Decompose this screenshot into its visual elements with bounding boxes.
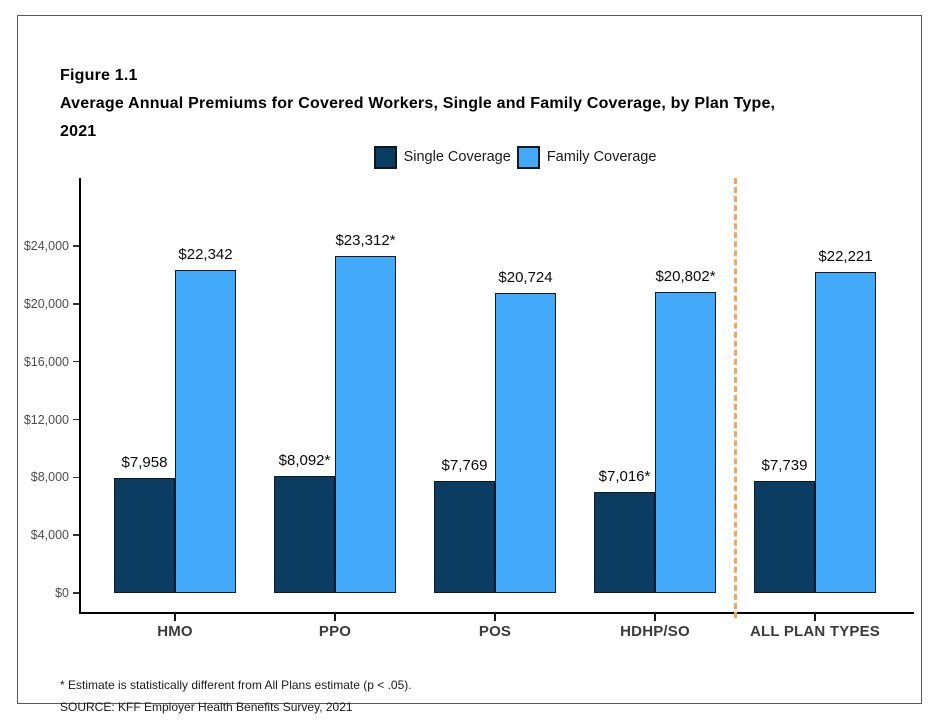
y-axis-label-24000: $24,000 bbox=[23, 239, 69, 253]
y-axis-line bbox=[79, 178, 81, 612]
y-axis-tick bbox=[73, 245, 79, 247]
bar-value-family-all-plan-types: $22,221 bbox=[818, 248, 873, 265]
figure-title: Average Annual Premiums for Covered Work… bbox=[60, 95, 776, 112]
bar-single-ppo bbox=[274, 476, 335, 593]
bar-single-pos bbox=[434, 481, 495, 593]
bar-value-single-ppo: $8,092* bbox=[278, 452, 331, 469]
bar-value-single-hmo: $7,958 bbox=[121, 454, 168, 471]
bar-single-hmo bbox=[114, 478, 175, 593]
x-axis-line bbox=[79, 612, 914, 614]
bar-family-all-plan-types bbox=[815, 272, 876, 593]
x-axis-tick-hdhp-so bbox=[654, 614, 656, 621]
y-axis-label-12000: $12,000 bbox=[23, 412, 69, 427]
x-axis-label-all-plan-types: ALL PLAN TYPES bbox=[749, 623, 881, 640]
bar-single-all-plan-types bbox=[754, 481, 815, 593]
x-axis-label-ppo: PPO bbox=[318, 623, 352, 640]
y-axis-label-16000: $16,000 bbox=[23, 354, 69, 369]
bar-value-family-hdhp-so: $20,802* bbox=[655, 268, 716, 285]
figure-title-block: Figure 1.1 Average Annual Premiums for C… bbox=[60, 62, 920, 146]
bar-value-family-hmo: $22,342 bbox=[178, 246, 233, 263]
y-axis-label-0: $0 bbox=[55, 586, 69, 600]
legend-item-family: Family Coverage bbox=[516, 145, 657, 169]
y-axis-tick bbox=[73, 303, 79, 305]
x-axis-label-hmo: HMO bbox=[157, 623, 193, 640]
y-axis-tick bbox=[73, 534, 79, 536]
y-axis-label-4000: $4,000 bbox=[30, 528, 69, 543]
legend-label-single: Single Coverage bbox=[403, 149, 511, 165]
legend: Single Coverage Family Coverage bbox=[98, 144, 932, 170]
x-axis-tick-all-plan-types bbox=[814, 614, 816, 621]
y-axis-label-8000: $8,000 bbox=[30, 470, 69, 485]
bar-family-ppo bbox=[335, 256, 396, 593]
x-axis-tick-hmo bbox=[174, 614, 176, 621]
y-axis-tick bbox=[73, 592, 79, 594]
footnotes: * Estimate is statistically different fr… bbox=[60, 674, 412, 718]
bar-value-single-pos: $7,769 bbox=[441, 457, 488, 474]
x-axis-label-pos: POS bbox=[478, 623, 512, 640]
footnote-source: SOURCE: KFF Employer Health Benefits Sur… bbox=[60, 700, 353, 714]
figure-year: 2021 bbox=[60, 123, 97, 140]
bar-value-single-all-plan-types: $7,739 bbox=[761, 457, 808, 474]
bar-family-hmo bbox=[175, 270, 236, 593]
footnote-significance: * Estimate is statistically different fr… bbox=[60, 678, 412, 692]
single-coverage-swatch bbox=[373, 145, 397, 169]
bar-value-single-hdhp-so: $7,016* bbox=[598, 468, 651, 485]
x-axis-label-hdhp-so: HDHP/SO bbox=[620, 623, 690, 640]
x-axis-tick-pos bbox=[494, 614, 496, 621]
bar-single-hdhp-so bbox=[594, 492, 655, 593]
x-axis-tick-ppo bbox=[334, 614, 336, 621]
y-axis-tick bbox=[73, 418, 79, 421]
bar-family-hdhp-so bbox=[655, 292, 716, 593]
bar-value-family-ppo: $23,312* bbox=[335, 232, 396, 249]
bar-value-family-pos: $20,724 bbox=[498, 269, 553, 286]
figure-number: Figure 1.1 bbox=[60, 67, 138, 84]
legend-item-single: Single Coverage bbox=[373, 145, 511, 169]
plan-types-separator-line bbox=[733, 178, 737, 618]
bar-family-pos bbox=[495, 293, 556, 593]
y-axis-label-20000: $20,000 bbox=[23, 296, 69, 311]
y-axis-tick bbox=[73, 476, 79, 479]
legend-label-family: Family Coverage bbox=[546, 149, 657, 165]
family-coverage-swatch bbox=[516, 145, 540, 169]
y-axis-tick bbox=[73, 360, 79, 363]
